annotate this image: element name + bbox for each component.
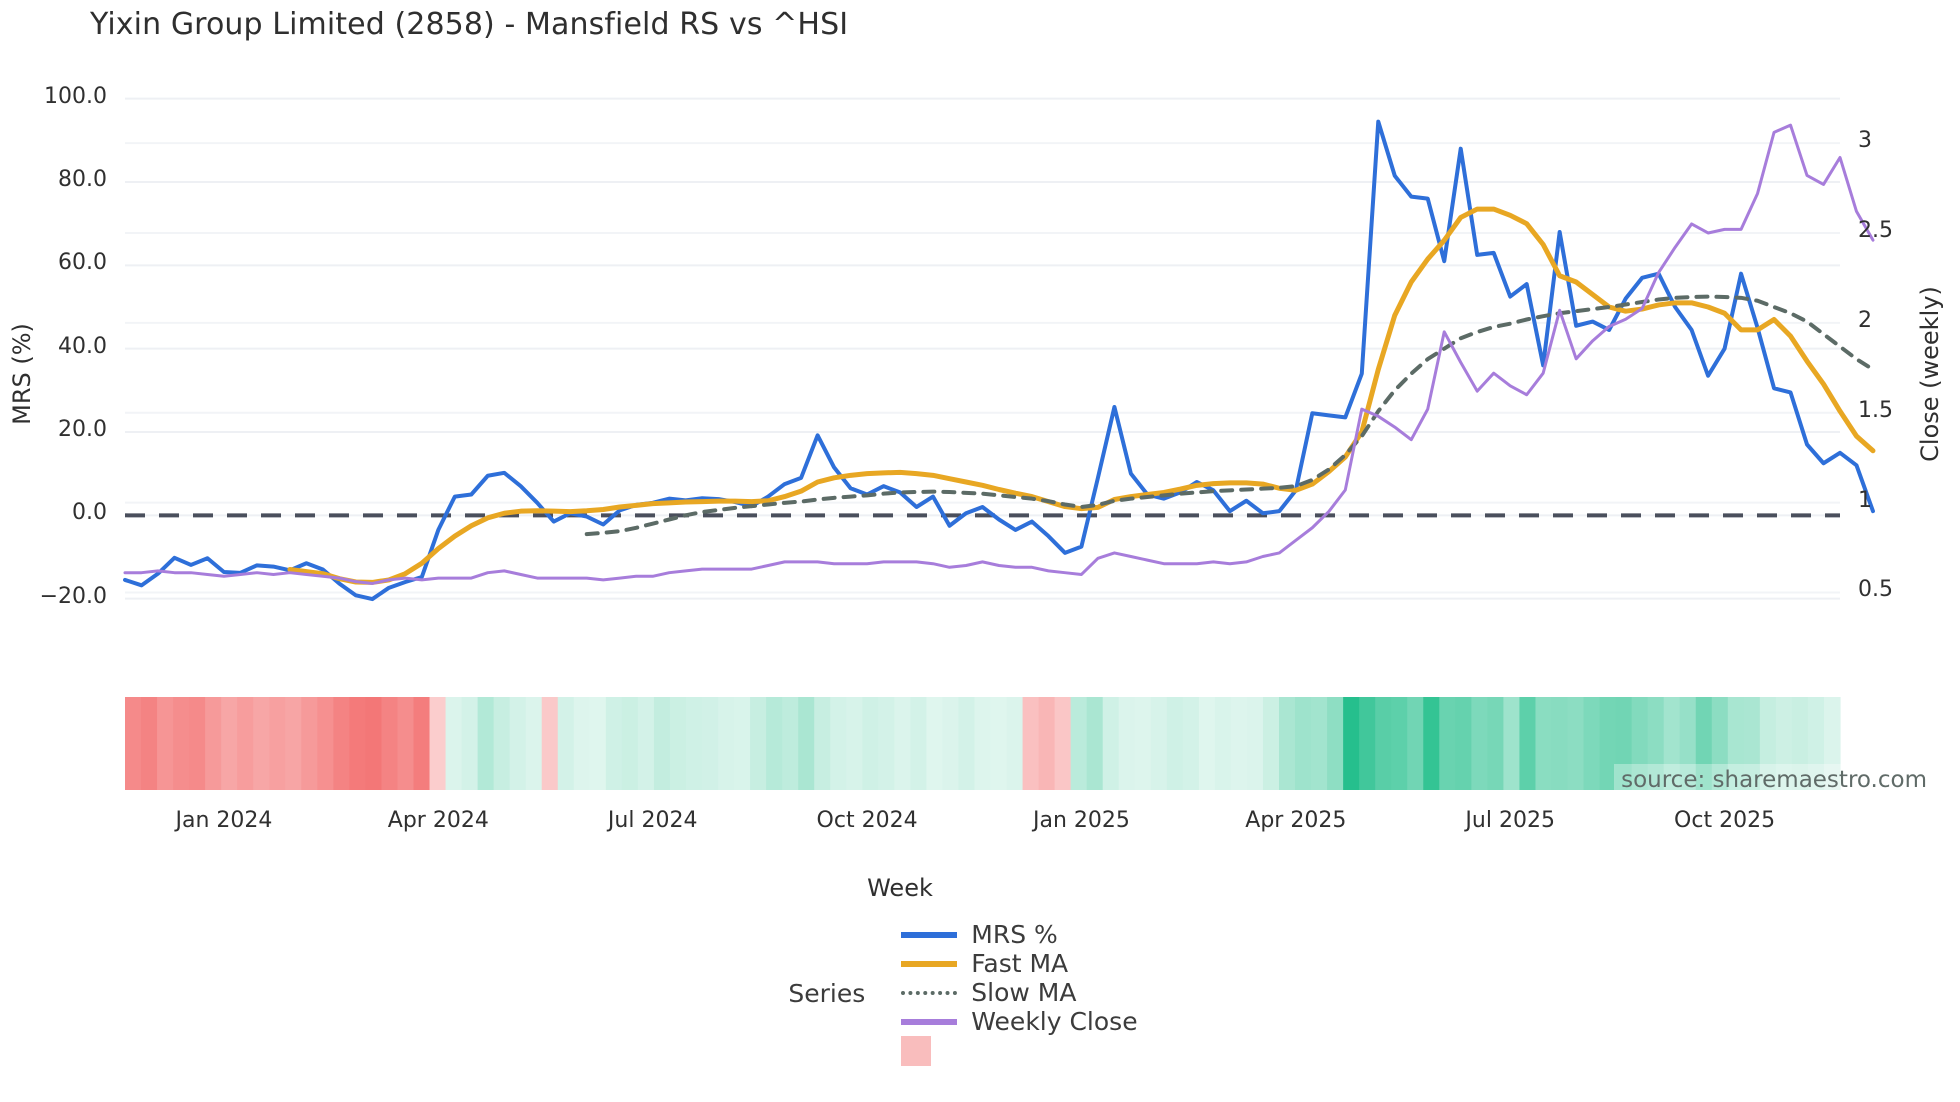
y-axis-left-tick: 0.0 — [72, 500, 107, 526]
legend-item[interactable]: MRS % — [901, 920, 1137, 949]
legend-item-label: Fast MA — [971, 949, 1069, 978]
legend-item-label: Slow MA — [971, 978, 1077, 1007]
y-axis-right-tick: 1.5 — [1858, 397, 1893, 423]
legend-item[interactable]: Weekly Close — [901, 1007, 1138, 1036]
y-axis-right-tick: 1 — [1858, 487, 1872, 513]
y-axis-left-tick: 40.0 — [58, 333, 107, 359]
y-axis-left-tick: −20.0 — [39, 583, 107, 609]
legend-items: MRS % Fast MA Slow MA Weekly Close — [901, 920, 1171, 1066]
x-axis-tick: Jan 2025 — [1032, 808, 1130, 833]
chart-title: Yixin Group Limited (2858) - Mansfield R… — [90, 7, 849, 42]
legend-item[interactable]: Slow MA — [901, 978, 1137, 1007]
x-axis-tick: Jan 2024 — [175, 808, 273, 833]
legend-color-swatch — [901, 1036, 932, 1066]
legend-line-swatch — [901, 1018, 958, 1025]
y-axis-left-tick: 20.0 — [58, 417, 107, 442]
gridlines — [125, 97, 1840, 600]
performance-heatmap-strip — [125, 697, 1841, 790]
legend-line-swatch — [901, 960, 958, 967]
x-axis-label: Week — [867, 874, 933, 902]
legend-item[interactable]: Fast MA — [901, 949, 1137, 978]
legend-item-label: MRS % — [971, 920, 1058, 949]
y-axis-left-tick: 100.0 — [44, 83, 107, 109]
series-lines — [123, 119, 1876, 602]
x-axis-tick: Oct 2024 — [816, 808, 918, 833]
y-axis-right-label: Close (weekly) — [1916, 286, 1944, 462]
legend-title: Series — [788, 978, 866, 1008]
y-axis-left-tick: 60.0 — [58, 250, 107, 276]
source-attribution: source: sharemaestro.com — [1614, 764, 1934, 796]
legend-line-swatch — [901, 990, 958, 995]
x-axis-tick: Jul 2024 — [607, 808, 698, 833]
x-axis-tick: Apr 2025 — [1245, 808, 1347, 833]
x-axis-tick: Jul 2025 — [1465, 808, 1555, 833]
x-axis-tick: Apr 2024 — [387, 808, 489, 833]
legend-item-label: Weekly Close — [971, 1007, 1138, 1036]
y-axis-left-tick: 80.0 — [58, 167, 107, 192]
y-axis-right-tick: 2 — [1858, 307, 1872, 333]
y-axis-right-tick: 2.5 — [1858, 217, 1893, 243]
y-axis-right-tick: 3 — [1858, 128, 1872, 154]
legend: Series MRS % Fast MA Slow MA Weekly Close — [0, 920, 1960, 1066]
y-axis-right-tick: 0.5 — [1858, 577, 1893, 603]
legend-item[interactable] — [901, 1036, 1137, 1066]
x-axis-tick: Oct 2025 — [1674, 808, 1776, 833]
legend-line-swatch — [901, 931, 958, 938]
